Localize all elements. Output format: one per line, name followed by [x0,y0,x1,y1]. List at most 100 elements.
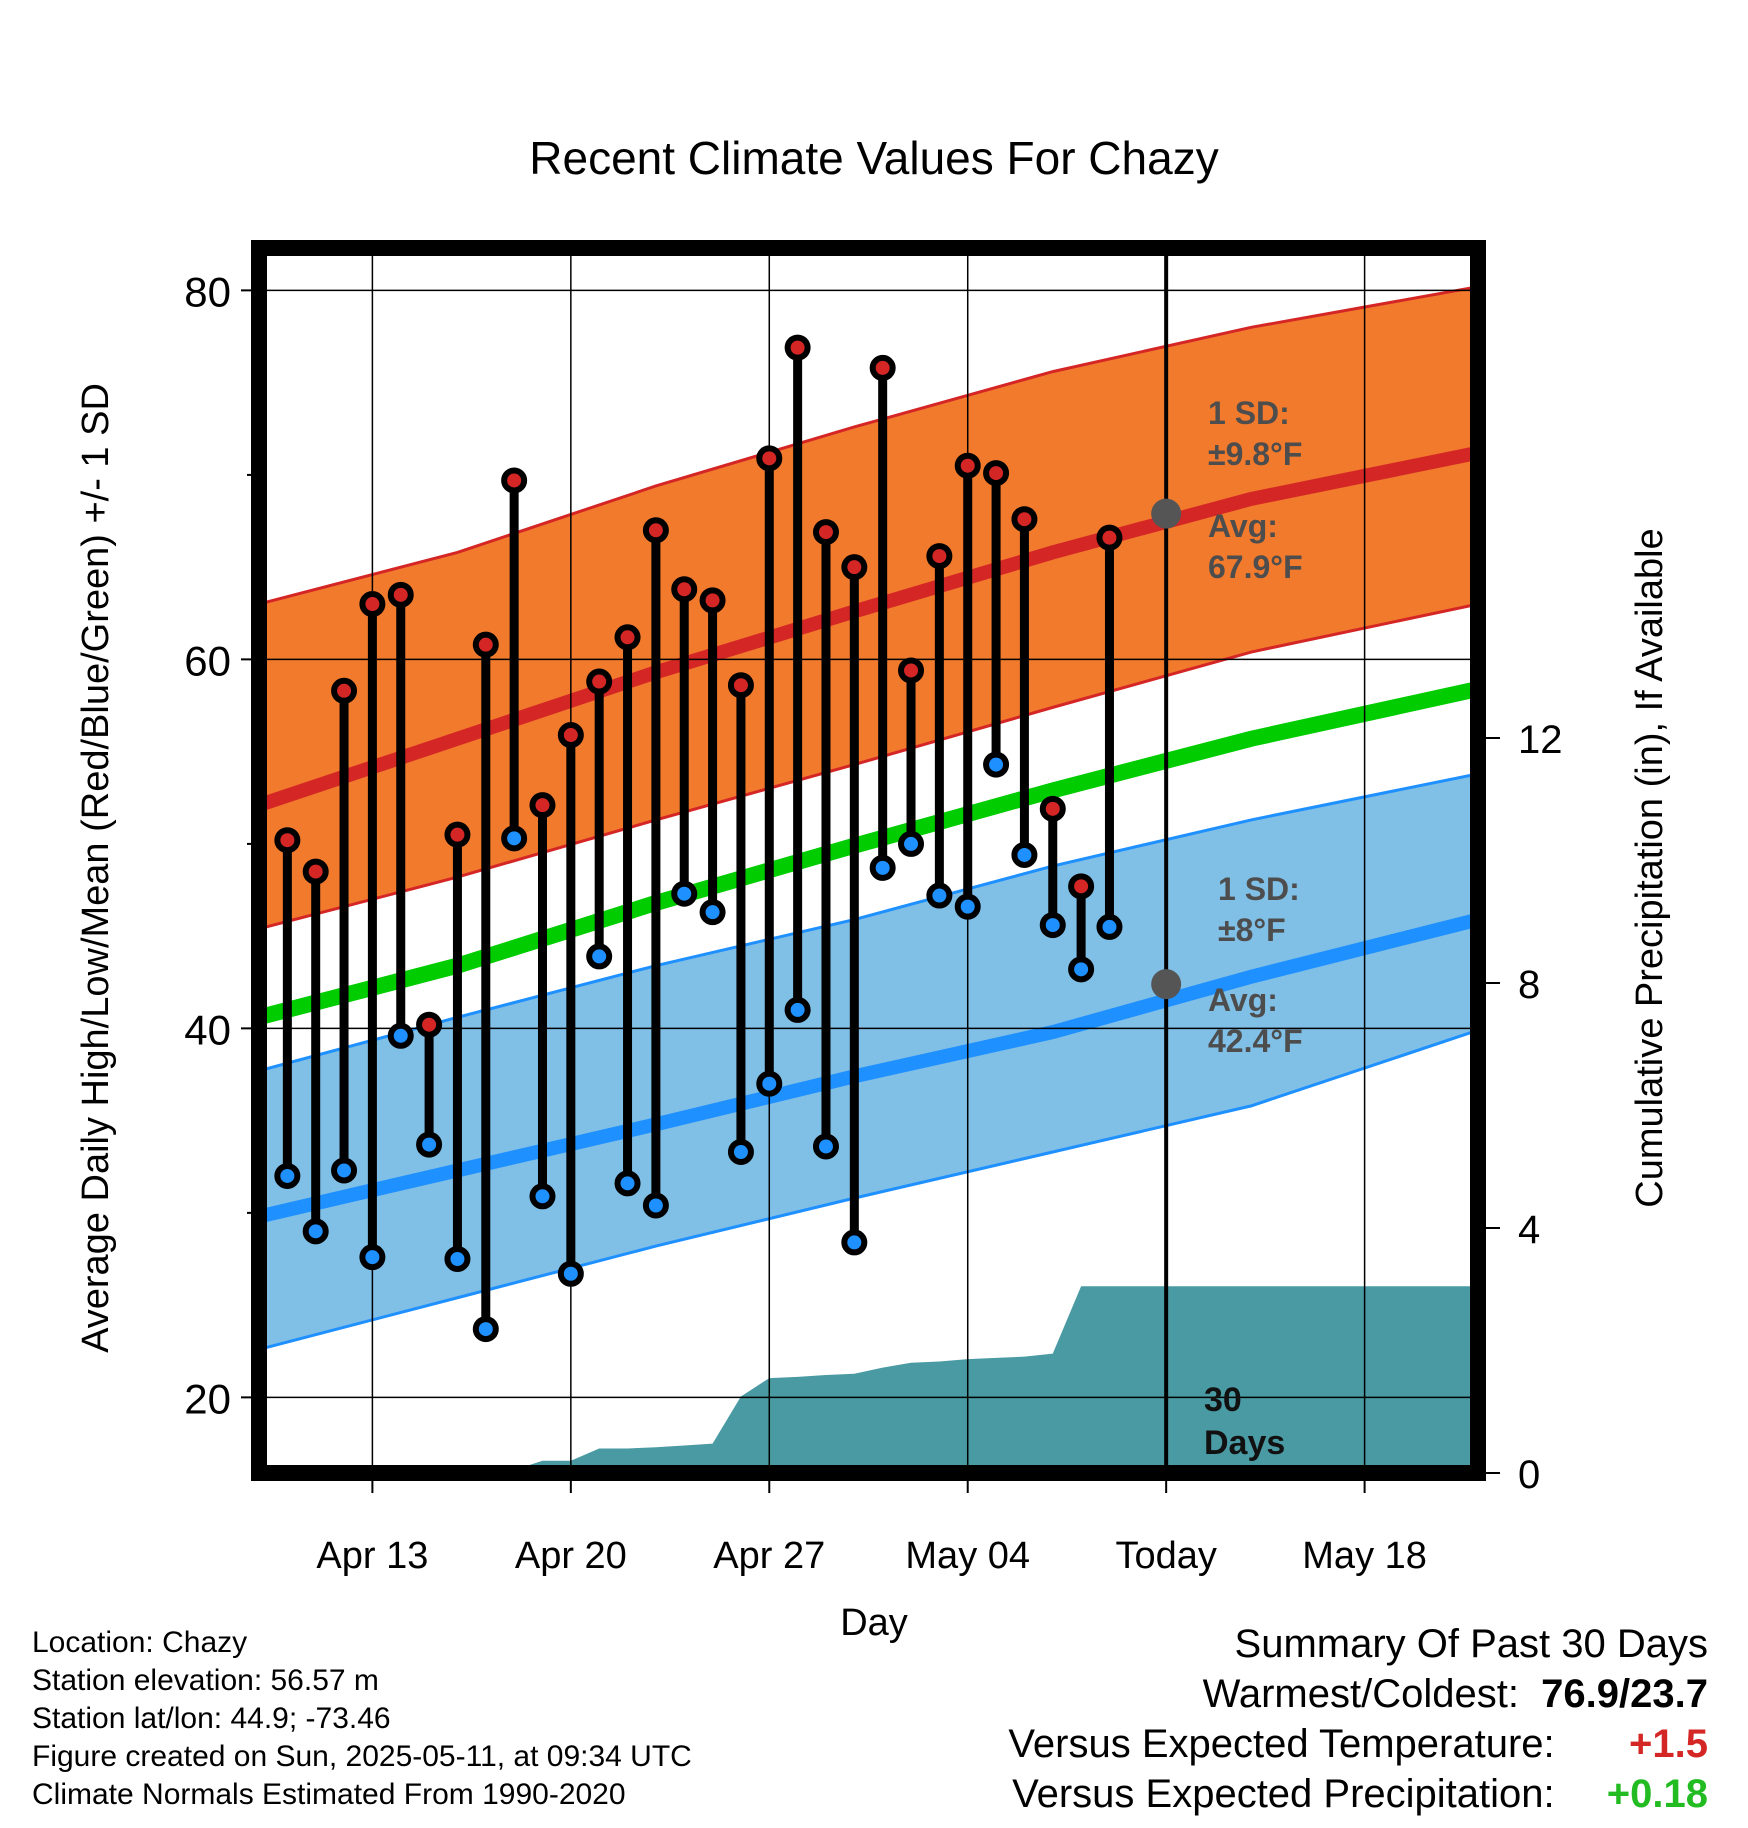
low-temp-point [954,893,981,920]
plot-frame [251,240,1486,1481]
low-temp-point [926,882,953,909]
high-temp-point [614,624,641,651]
high-temp-point [529,792,556,819]
precip-area [259,1286,1478,1473]
x-tick-label: Apr 13 [316,1535,428,1577]
created-text: Figure created on Sun, 2025-05-11, at 09… [32,1740,692,1773]
high-temp-point [671,576,698,603]
low-temp-point [557,1260,584,1287]
low-temp-point [784,996,811,1023]
normals-text: Climate Normals Estimated From 1990-2020 [32,1778,626,1811]
low-temp-point [642,1192,669,1219]
x-axis-label: Day [840,1602,908,1644]
days-count-word: Days [1204,1424,1285,1462]
low-sd-label: 1 SD: [1218,871,1300,907]
station-info: Location: Chazy Station elevation: 56.57… [32,1624,692,1814]
y-tick-label: 60 [184,637,231,684]
low-temp-point [614,1170,641,1197]
summary-warm-cold: Warmest/Coldest: 76.9/23.7 [1203,1672,1708,1717]
high-temp-point [699,587,726,614]
y2-tick-label: 8 [1518,963,1540,1007]
y2-tick-label: 4 [1518,1208,1540,1252]
x-tick-label: May 04 [905,1535,1030,1577]
low-temp-point [472,1316,499,1343]
low-temp-point [727,1138,754,1165]
low-temp-point [416,1131,443,1158]
summary-temp: Versus Expected Temperature: +1.5 [1008,1722,1708,1767]
summary-precip: Versus Expected Precipitation: +0.18 [1012,1772,1708,1817]
today-high-avg-marker [1151,498,1182,529]
high-avg-value: 67.9°F [1208,549,1303,585]
low-temp-point [841,1229,868,1256]
low-temp-point [699,899,726,926]
high-avg-label: Avg: [1208,508,1278,544]
high-temp-point [1068,873,1095,900]
low-temp-point [387,1022,414,1049]
high-temp-point [1039,795,1066,822]
chart-title: Recent Climate Values For Chazy [529,132,1218,184]
high-temp-point [444,821,471,848]
low-temp-point [756,1070,783,1097]
precip-value: +0.18 [1606,1772,1708,1816]
high-temp-point [1096,524,1123,551]
x-tick-label: Today [1115,1535,1216,1577]
high-temp-point [557,722,584,749]
high-temp-point [841,554,868,581]
high-temp-point [472,631,499,658]
temp-label: Versus Expected Temperature: [1008,1722,1555,1766]
low-temp-point [1068,956,1095,983]
low-temp-point [1039,912,1066,939]
high-temp-point [1011,506,1038,533]
high-temp-point [784,334,811,361]
low-temp-point [898,830,925,857]
low-temp-point [302,1218,329,1245]
high-temp-point [586,668,613,695]
low-temp-point [444,1245,471,1272]
low-temp-point [586,943,613,970]
high-temp-point [926,543,953,570]
high-temp-point [359,591,386,618]
high-temp-point [274,827,301,854]
warm-cold-label: Warmest/Coldest: [1202,1672,1519,1716]
high-temp-point [501,467,528,494]
elevation-text: Station elevation: 56.57 m [32,1664,379,1697]
y-tick-label: 40 [184,1006,231,1053]
high-temp-point [983,460,1010,487]
low-sd-value: ±8°F [1218,912,1286,948]
low-temp-point [1096,913,1123,940]
low-temp-point [331,1157,358,1184]
high-temp-point [954,452,981,479]
low-temp-point [274,1162,301,1189]
plot-content [259,248,1478,1473]
x-tick-label: May 18 [1302,1535,1427,1577]
temp-value: +1.5 [1629,1722,1708,1766]
low-temp-point [983,751,1010,778]
high-temp-point [812,519,839,546]
x-tick-label: Apr 27 [713,1535,825,1577]
y2-axis-label: Cumulative Precipitation (in), If Availa… [1629,528,1671,1207]
y2-tick-label: 0 [1518,1453,1540,1497]
precip-label: Versus Expected Precipitation: [1012,1772,1555,1816]
low-avg-value: 42.4°F [1208,1023,1303,1059]
high-sd-band-upper [259,285,1478,606]
low-temp-point [671,880,698,907]
high-temp-point [387,581,414,608]
today-low-avg-marker [1151,969,1182,1000]
warm-cold-value: 76.9/23.7 [1541,1672,1708,1716]
low-temp-point [359,1244,386,1271]
y-tick-label: 20 [184,1375,231,1422]
days-count-number: 30 [1204,1381,1242,1419]
low-avg-label: Avg: [1208,982,1278,1018]
high-temp-point [331,677,358,704]
low-temp-point [869,854,896,881]
high-temp-point [898,657,925,684]
low-sd-band [259,773,1478,1350]
x-tick-label: Apr 20 [515,1535,627,1577]
high-sd-label: 1 SD: [1208,395,1290,431]
high-temp-point [416,1011,443,1038]
high-sd-value: ±9.8°F [1208,436,1302,472]
high-temp-point [727,672,754,699]
high-temp-point [302,858,329,885]
high-temp-point [869,354,896,381]
